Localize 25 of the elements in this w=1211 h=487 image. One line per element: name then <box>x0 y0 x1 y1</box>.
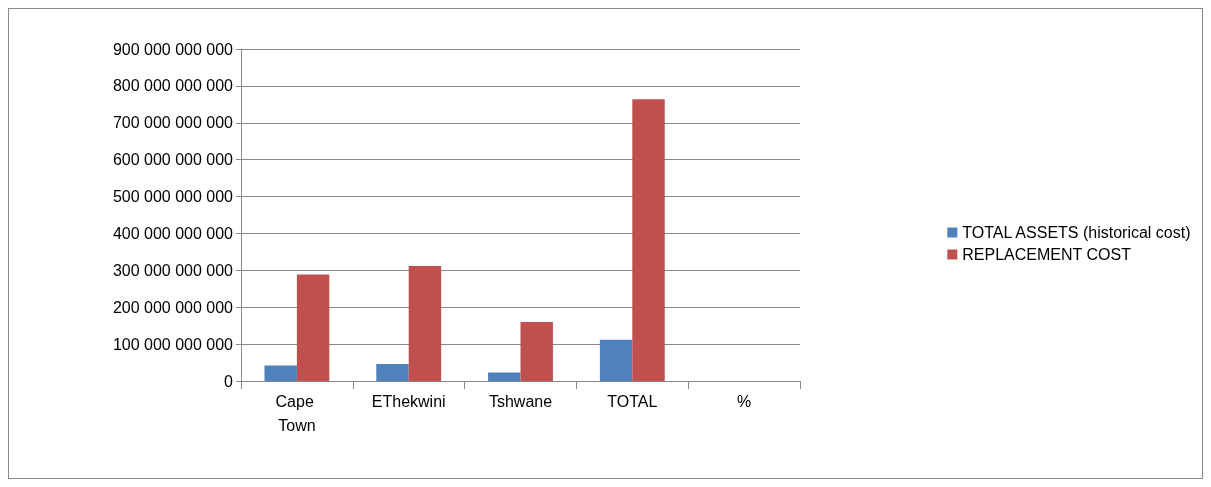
y-tick-label: 400 000 000 000 <box>112 224 234 242</box>
bar <box>632 99 665 381</box>
bar <box>599 339 633 381</box>
y-tick-label: 500 000 000 000 <box>112 188 234 206</box>
x-tick-label: TOTAL <box>607 392 658 410</box>
y-tick-label: 100 000 000 000 <box>112 335 234 353</box>
y-tick-label: 0 <box>224 372 234 390</box>
x-tick-label: EThekwini <box>371 392 446 410</box>
y-tick-label: 300 000 000 000 <box>112 261 234 279</box>
y-tick-label: 900 000 000 000 <box>112 40 234 58</box>
bar <box>488 372 521 381</box>
y-tick-label: 700 000 000 000 <box>112 114 234 132</box>
bar <box>264 365 297 381</box>
y-tick-label: 200 000 000 000 <box>112 298 234 316</box>
bar <box>296 274 330 381</box>
x-tick-label: Tshwane <box>488 392 553 410</box>
x-tick-label: % <box>736 392 752 410</box>
bar <box>520 321 553 381</box>
legend-label: REPLACEMENT COST <box>962 246 1132 263</box>
bar <box>376 364 409 381</box>
bar <box>408 265 442 381</box>
legend-label: TOTAL ASSETS (historical cost) <box>962 224 1191 241</box>
x-tick-label: Cape Town <box>275 392 319 434</box>
y-tick-label: 800 000 000 000 <box>112 77 234 95</box>
y-tick-label: 600 000 000 000 <box>112 151 234 169</box>
